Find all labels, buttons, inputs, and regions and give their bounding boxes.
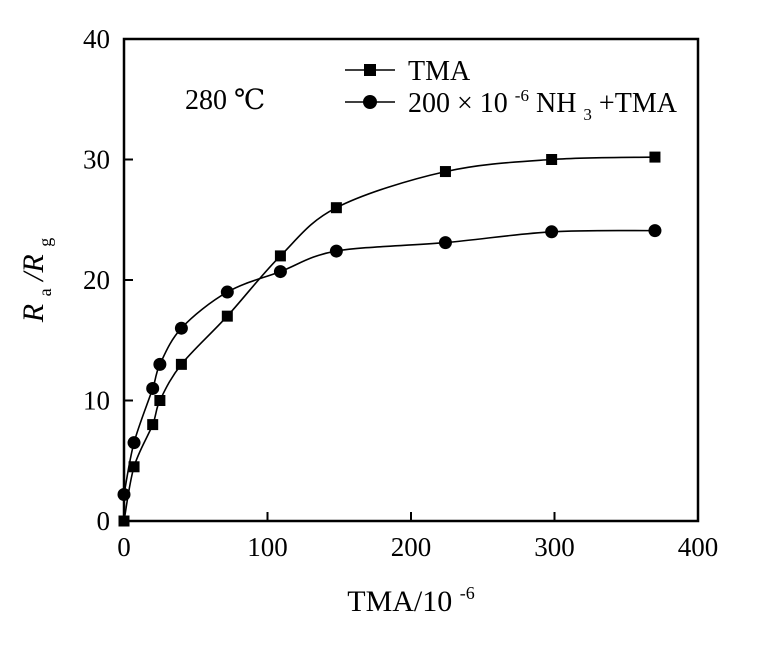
data-point-square <box>439 166 451 178</box>
y-axis-label-sub2: g <box>35 238 55 247</box>
temperature-annotation: 280 ℃ <box>185 85 265 116</box>
data-point-circle <box>329 244 343 258</box>
axis-ticks: 0 100 200 300 400 0 10 20 30 40 <box>83 24 718 562</box>
data-point-square <box>128 461 140 473</box>
data-point-circle <box>648 224 662 238</box>
legend-label-nh3-mid: NH <box>536 88 576 119</box>
data-point-square <box>649 151 661 163</box>
series-markers <box>117 151 662 527</box>
x-tick-label: 400 <box>678 532 719 562</box>
y-tick-label: 30 <box>83 145 110 175</box>
y-tick-label: 10 <box>83 386 110 416</box>
data-point-square <box>154 395 166 406</box>
y-tick-label: 20 <box>83 265 110 295</box>
x-tick-label: 300 <box>534 532 575 562</box>
data-point-square <box>546 154 558 165</box>
data-point-square <box>118 515 130 527</box>
legend-label-nh3-sub: 3 <box>583 105 592 124</box>
data-point-circle <box>127 436 141 450</box>
y-axis-label: R a /R g <box>17 238 58 324</box>
legend: TMA 200 × 10 -6 NH 3 +TMA <box>345 56 678 127</box>
x-axis-label: TMA/10 -6 <box>347 583 475 618</box>
y-axis-label-sub1: a <box>35 288 55 296</box>
data-point-square <box>330 202 342 214</box>
x-tick-label: 200 <box>391 532 432 562</box>
data-point-circle <box>220 285 234 299</box>
legend-label-tma: TMA <box>408 56 471 87</box>
data-point-square <box>221 310 233 322</box>
data-point-square <box>175 358 187 370</box>
legend-label-nh3-exp: -6 <box>515 86 529 105</box>
series-line-1 <box>123 229 656 495</box>
data-point-circle <box>174 321 188 335</box>
x-tick-label: 100 <box>247 532 288 562</box>
legend-label-nh3: 200 × 10 -6 NH 3 +TMA <box>408 77 678 127</box>
x-axis-label-exp: -6 <box>460 583 475 603</box>
legend-marker-tma <box>364 64 376 76</box>
data-point-circle <box>117 487 131 501</box>
series-lines <box>123 156 656 522</box>
data-point-circle <box>438 236 452 250</box>
series-line-0 <box>123 156 656 522</box>
data-point-circle <box>153 357 167 371</box>
data-point-circle <box>146 381 160 395</box>
data-point-square <box>274 250 286 262</box>
y-axis-label-sep: /R <box>17 254 50 283</box>
y-tick-label: 40 <box>83 24 110 54</box>
legend-label-nh3-post: +TMA <box>599 88 678 119</box>
data-point-square <box>147 419 159 431</box>
x-tick-label: 0 <box>117 532 131 562</box>
y-axis-label-main: R <box>17 304 50 323</box>
y-tick-label: 0 <box>97 506 111 536</box>
data-point-circle <box>273 265 287 279</box>
legend-label-nh3-pre: 200 × 10 <box>408 88 508 119</box>
legend-marker-nh3 <box>363 95 377 109</box>
x-axis-label-base: TMA/10 <box>347 585 452 618</box>
data-point-circle <box>545 225 559 239</box>
